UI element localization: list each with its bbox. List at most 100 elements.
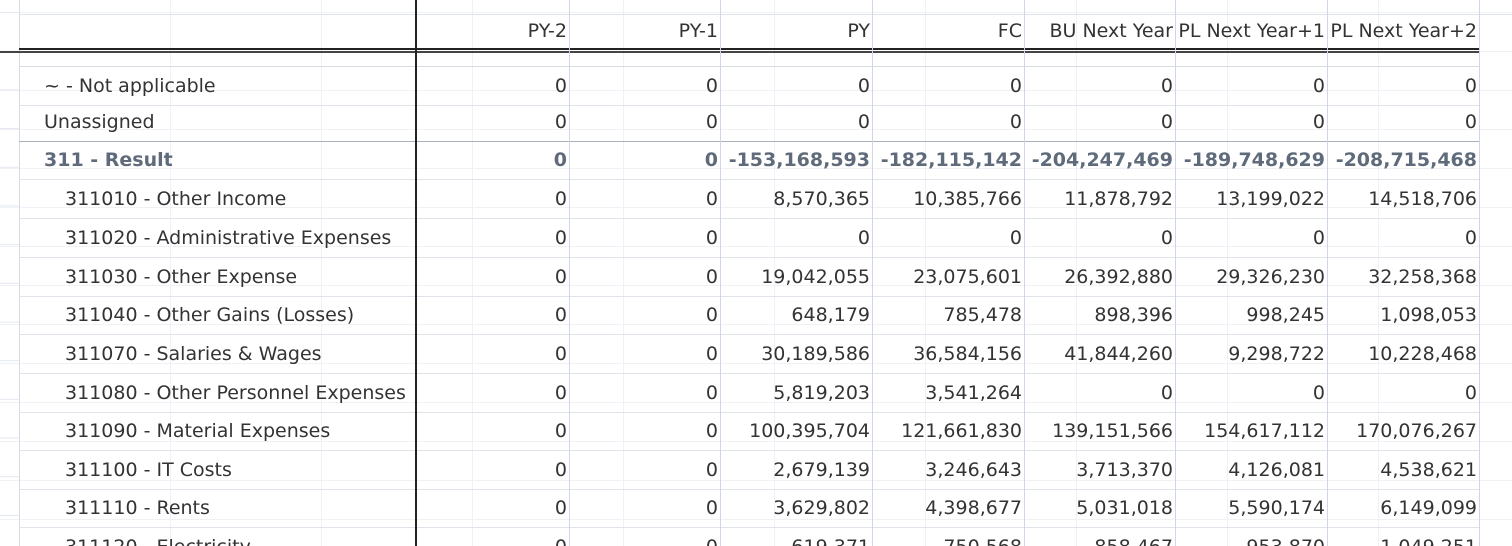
table-row[interactable]: 311020 - Administrative Expenses 0 0 0 0 0 0 0 — [19, 219, 1480, 258]
value-cell[interactable]: 998,245 — [1246, 304, 1325, 326]
value-cell[interactable]: 26,392,880 — [1064, 266, 1173, 288]
column-header[interactable]: PY-2 — [527, 20, 567, 42]
value-cell[interactable]: 121,661,830 — [901, 420, 1022, 442]
value-cell[interactable]: 0 — [554, 420, 567, 442]
value-cell[interactable]: -153,168,593 — [728, 149, 870, 171]
row-label[interactable]: 311090 - Material Expenses — [65, 420, 331, 442]
value-cell[interactable]: 0 — [1009, 227, 1022, 249]
value-cell[interactable]: 3,246,643 — [925, 459, 1022, 481]
value-cell[interactable]: 0 — [418, 528, 567, 546]
table-row[interactable]: 311110 - Rents 0 0 3,629,802 4,398,677 5,031,… — [19, 489, 1480, 528]
table-row[interactable]: 311090 - Material Expenses 0 0 100,395,704 1… — [19, 412, 1480, 451]
value-cell[interactable]: 0 — [1160, 382, 1173, 404]
value-cell[interactable]: 953,870 — [1176, 528, 1325, 546]
value-cell[interactable]: 10,228,468 — [1368, 343, 1477, 365]
table-row[interactable]: 311040 - Other Gains (Losses) 0 0 648,179 78… — [19, 296, 1480, 335]
value-cell[interactable]: 14,518,706 — [1368, 188, 1477, 210]
value-cell[interactable]: -208,715,468 — [1335, 149, 1477, 171]
value-cell[interactable]: -182,115,142 — [880, 149, 1022, 171]
value-cell[interactable]: 0 — [1464, 227, 1477, 249]
row-label[interactable]: 311070 - Salaries & Wages — [65, 343, 322, 365]
value-cell[interactable]: 23,075,601 — [913, 266, 1022, 288]
value-cell[interactable]: 0 — [554, 188, 567, 210]
value-cell[interactable]: 785,478 — [943, 304, 1022, 326]
column-header[interactable]: FC — [997, 20, 1022, 42]
column-header[interactable]: PY-1 — [678, 20, 718, 42]
value-cell[interactable]: 170,076,267 — [1356, 420, 1477, 442]
value-cell[interactable]: 0 — [554, 459, 567, 481]
value-cell[interactable]: 0 — [1009, 75, 1022, 97]
row-label[interactable]: 311 - Result — [44, 149, 173, 171]
value-cell[interactable]: 3,713,370 — [1076, 459, 1173, 481]
value-cell[interactable]: 30,189,586 — [761, 343, 870, 365]
value-cell[interactable]: 4,538,621 — [1380, 459, 1477, 481]
value-cell[interactable]: 0 — [705, 266, 718, 288]
value-cell[interactable]: 0 — [705, 75, 718, 97]
value-cell[interactable]: 0 — [554, 304, 567, 326]
value-cell[interactable]: 0 — [1312, 75, 1325, 97]
value-cell[interactable]: 0 — [554, 343, 567, 365]
value-cell[interactable]: 4,126,081 — [1228, 459, 1325, 481]
row-label[interactable]: Unassigned — [44, 111, 155, 133]
value-cell[interactable]: 0 — [570, 528, 718, 546]
table-row[interactable]: 311070 - Salaries & Wages 0 0 30,189,586 36,… — [19, 335, 1480, 374]
row-label[interactable]: 311010 - Other Income — [65, 188, 287, 210]
value-cell[interactable]: 5,590,174 — [1228, 497, 1325, 519]
row-label[interactable]: 311110 - Rents — [65, 497, 210, 519]
value-cell[interactable]: 4,398,677 — [925, 497, 1022, 519]
value-cell[interactable]: 750,568 — [873, 528, 1022, 546]
value-cell[interactable]: 0 — [705, 188, 718, 210]
value-cell[interactable]: 0 — [554, 497, 567, 519]
value-cell[interactable]: 0 — [705, 227, 718, 249]
value-cell[interactable]: 619,371 — [721, 528, 870, 546]
column-header[interactable]: BU Next Year — [1049, 20, 1173, 42]
value-cell[interactable]: 0 — [1312, 382, 1325, 404]
value-cell[interactable]: 8,570,365 — [773, 188, 870, 210]
value-cell[interactable]: 898,396 — [1094, 304, 1173, 326]
table-row[interactable]: 311 - Result 0 0 -153,168,593 -182,115,142 -2… — [19, 141, 1480, 180]
value-cell[interactable]: 0 — [1464, 75, 1477, 97]
value-cell[interactable]: -204,247,469 — [1031, 149, 1173, 171]
value-cell[interactable]: 0 — [705, 111, 718, 133]
column-header[interactable]: PL Next Year+2 — [1330, 20, 1477, 42]
value-cell[interactable]: 0 — [704, 149, 718, 171]
value-cell[interactable]: 0 — [705, 497, 718, 519]
row-label[interactable]: 311100 - IT Costs — [65, 459, 232, 481]
value-cell[interactable]: 100,395,704 — [749, 420, 870, 442]
value-cell[interactable]: 0 — [554, 111, 567, 133]
value-cell[interactable]: 29,326,230 — [1216, 266, 1325, 288]
table-row[interactable]: 311030 - Other Expense 0 0 19,042,055 23,075… — [19, 258, 1480, 297]
column-header[interactable]: PY — [847, 20, 870, 42]
value-cell[interactable]: 41,844,260 — [1064, 343, 1173, 365]
value-cell[interactable]: 0 — [553, 149, 567, 171]
value-cell[interactable]: 0 — [1009, 111, 1022, 133]
value-cell[interactable]: 1,049,251 — [1328, 528, 1477, 546]
value-cell[interactable]: 10,385,766 — [913, 188, 1022, 210]
value-cell[interactable]: -189,748,629 — [1183, 149, 1325, 171]
table-row[interactable]: Unassigned 0 0 0 0 0 0 0 — [19, 103, 1480, 142]
value-cell[interactable]: 0 — [554, 266, 567, 288]
column-header[interactable]: PL Next Year+1 — [1178, 20, 1325, 42]
value-cell[interactable]: 0 — [554, 227, 567, 249]
value-cell[interactable]: 0 — [705, 420, 718, 442]
value-cell[interactable]: 858,467 — [1025, 528, 1173, 546]
value-cell[interactable]: 0 — [705, 304, 718, 326]
value-cell[interactable]: 154,617,112 — [1204, 420, 1325, 442]
table-row[interactable]: 311100 - IT Costs 0 0 2,679,139 3,246,643 3,7… — [19, 451, 1480, 490]
value-cell[interactable]: 9,298,722 — [1228, 343, 1325, 365]
value-cell[interactable]: 5,819,203 — [773, 382, 870, 404]
value-cell[interactable]: 0 — [1160, 75, 1173, 97]
value-cell[interactable]: 0 — [705, 343, 718, 365]
row-label[interactable]: ~ - Not applicable — [44, 75, 216, 97]
table-row[interactable]: ~ - Not applicable 0 0 0 0 0 0 0 — [19, 67, 1480, 106]
row-label[interactable]: 311080 - Other Personnel Expenses — [65, 382, 406, 404]
value-cell[interactable]: 0 — [857, 111, 870, 133]
table-row[interactable]: 311080 - Other Personnel Expenses 0 0 5,819… — [19, 374, 1480, 413]
value-cell[interactable]: 0 — [705, 382, 718, 404]
value-cell[interactable]: 11,878,792 — [1064, 188, 1173, 210]
value-cell[interactable]: 0 — [554, 382, 567, 404]
value-cell[interactable]: 3,629,802 — [773, 497, 870, 519]
value-cell[interactable]: 5,031,018 — [1076, 497, 1173, 519]
value-cell[interactable]: 0 — [1464, 382, 1477, 404]
value-cell[interactable]: 32,258,368 — [1368, 266, 1477, 288]
